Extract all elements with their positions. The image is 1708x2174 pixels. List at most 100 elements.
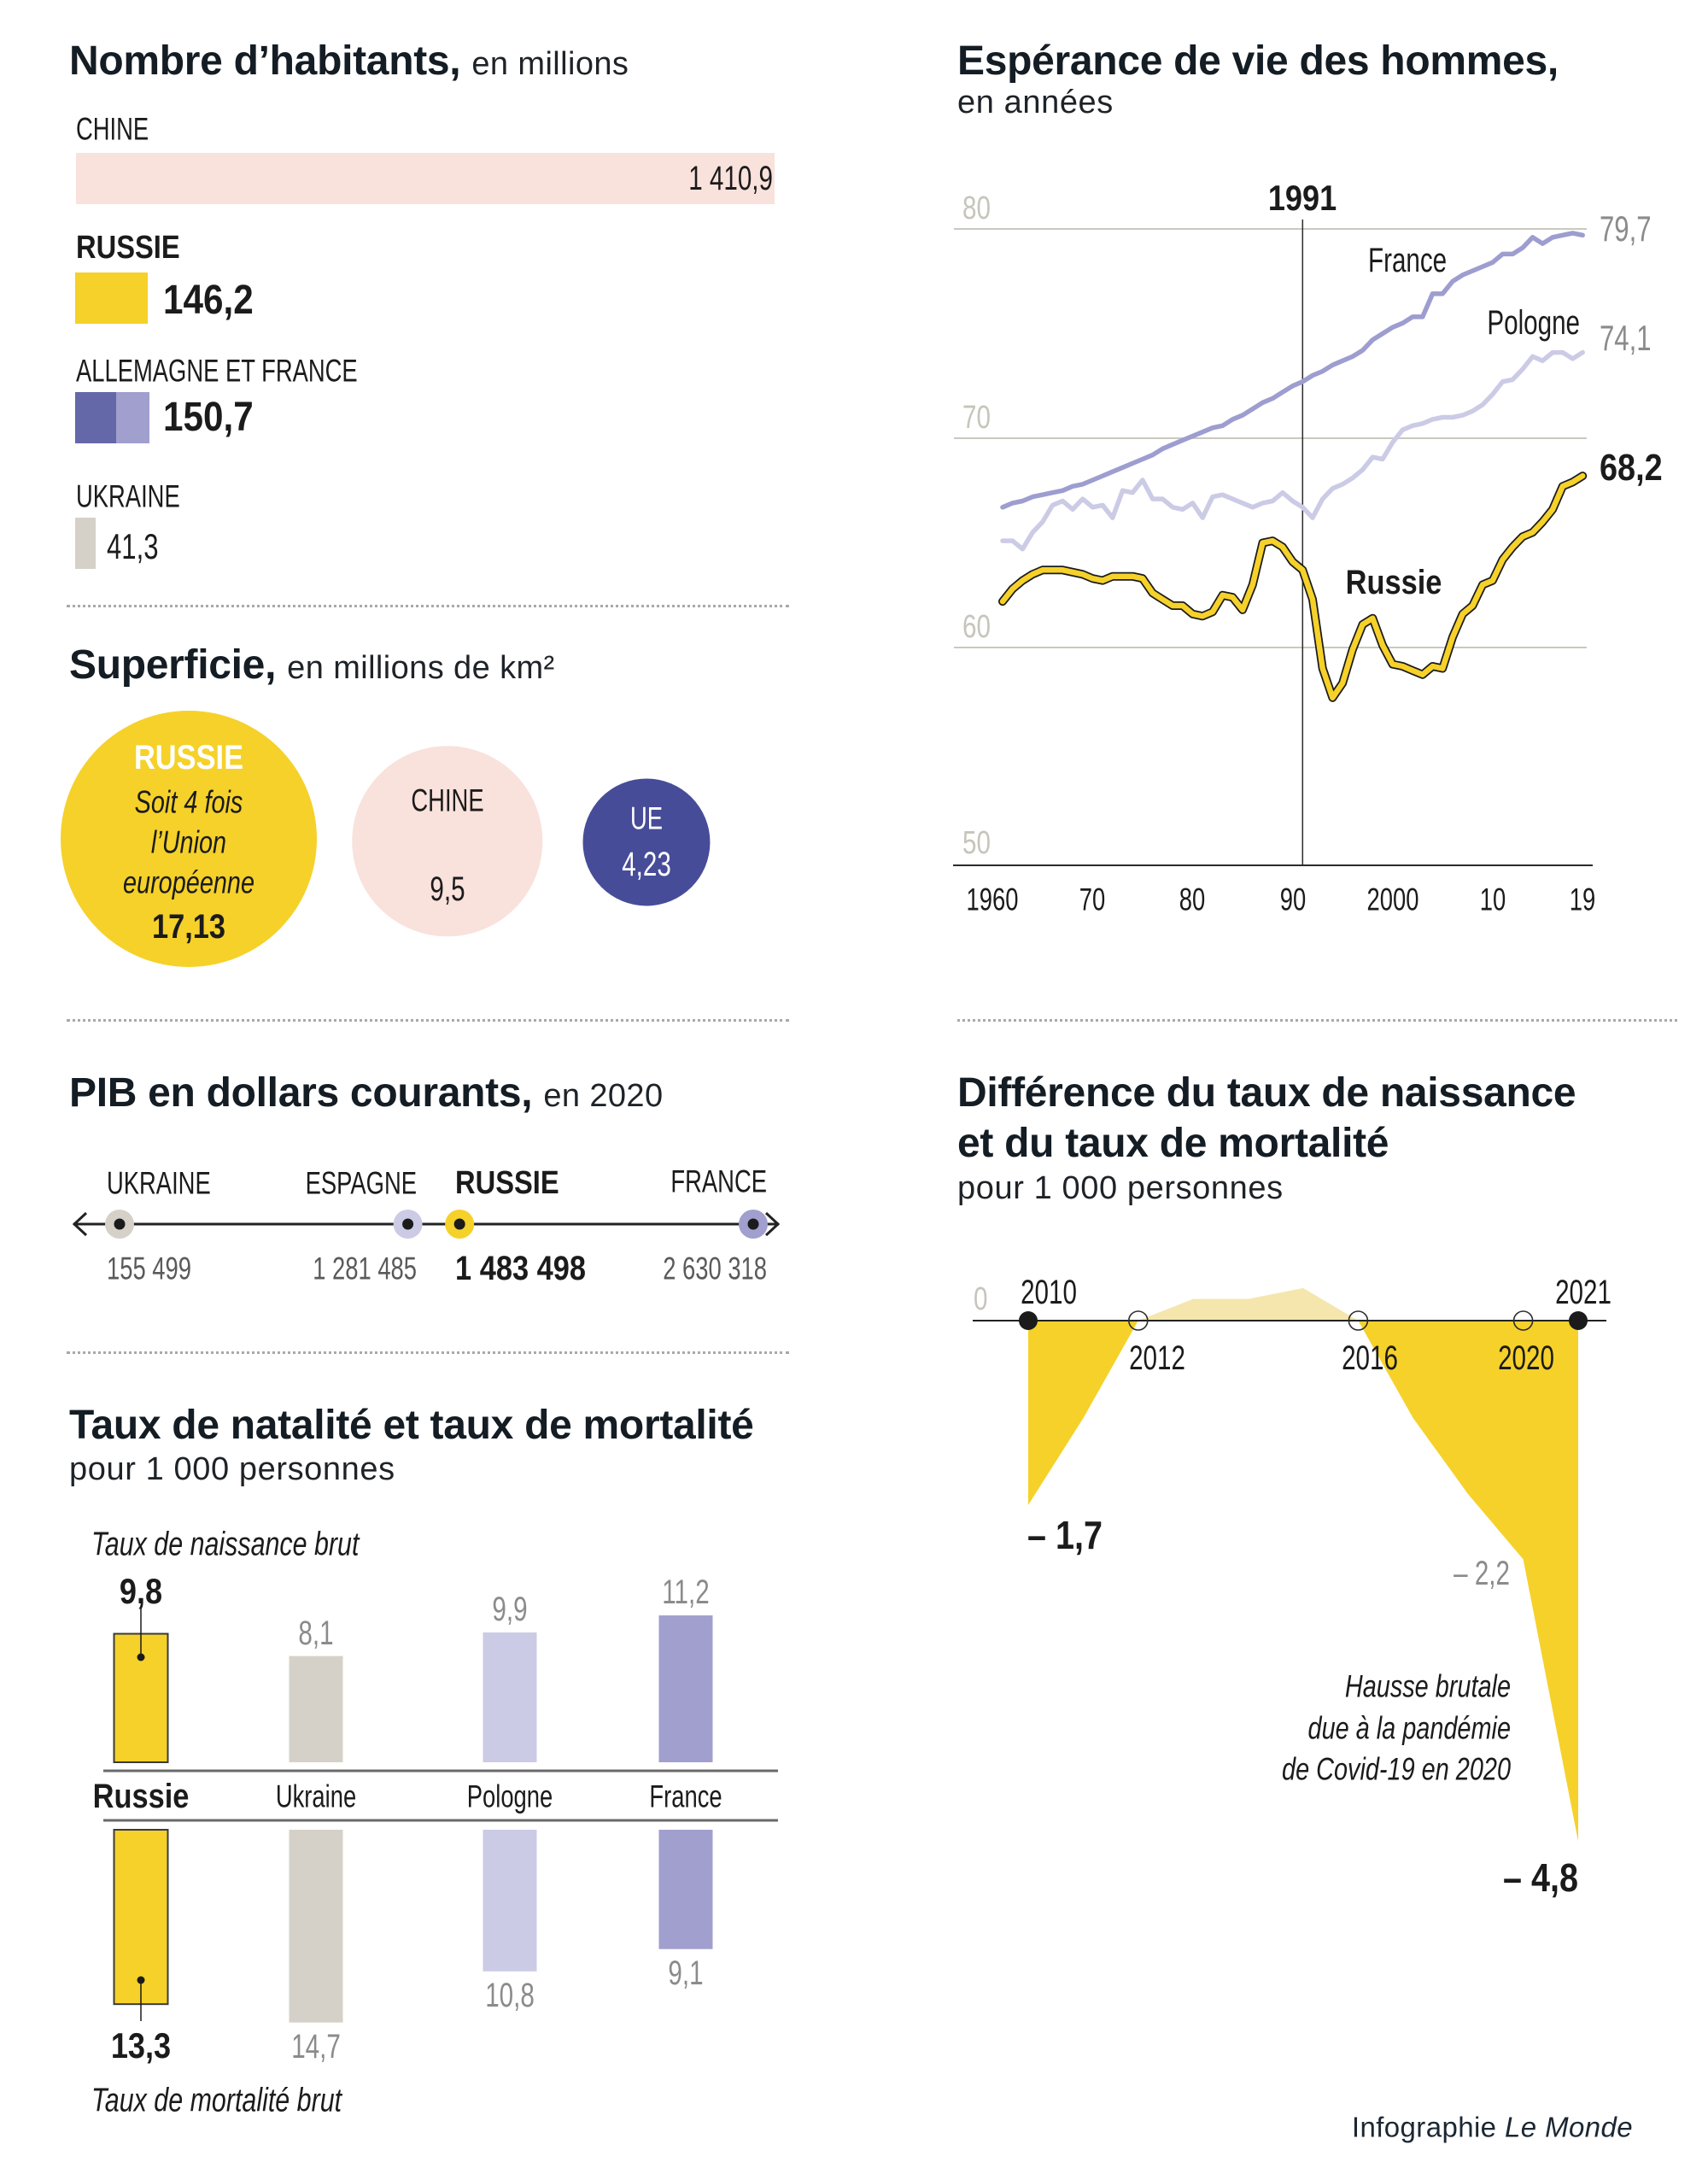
birth-value-label-france: 11,2 [662,1573,710,1612]
year-marker-2020 [1512,1310,1534,1331]
death-value-label-ukraine: 14,7 [291,2027,341,2066]
series-line-france [1000,231,1585,510]
y-tick-label-70: 70 [962,400,991,436]
y-tick-label-50: 50 [962,825,991,861]
series-line-russie [999,472,1586,701]
negative-area [1028,1321,1578,1842]
population-value-russie: 146,2 [163,278,254,323]
gdp-value-russie: 1 483 498 [455,1250,587,1287]
population-label-allemagne-france: ALLEMAGNE ET FRANCE [76,353,358,389]
rates-subtitle: pour 1 000 personnes [69,1451,395,1487]
series-label-russie: Russie [1345,564,1442,601]
x-tick-label: 2000 [1366,882,1419,917]
x-tick-label: 90 [1279,882,1306,917]
population-value-chine: 1 410,9 [688,160,773,197]
series-line-pologne [1000,349,1585,552]
area-value-chine: 9,5 [430,870,465,908]
population-label-ukraine: UKRAINE [76,478,180,514]
country-label-ukraine: Ukraine [275,1778,357,1814]
covid-annotation-line: Hausse brutale [1344,1668,1511,1704]
area-value-ue: 4,23 [622,846,671,883]
population-title-main: Nombre d’habitants, [69,38,461,84]
population-bar-ukraine [75,518,96,569]
year-marker-2012 [1128,1310,1149,1331]
year-marker-2016 [1348,1310,1369,1331]
value-label: – 4,8 [1503,1855,1578,1900]
population-bar-chine [76,153,775,204]
country-label-pologne: Pologne [466,1778,553,1814]
death-value-label-russie: 13,3 [110,2025,172,2066]
y-tick-label-60: 60 [962,609,991,645]
population-label-russie: RUSSIE [76,230,180,266]
population-value-allemagne-france: 150,7 [163,395,254,440]
population-bar-france [115,392,150,443]
section-divider [957,1019,1677,1022]
section-divider [67,1019,789,1022]
year-label-2010: 2010 [1021,1274,1077,1311]
area-label-russie: RUSSIE [133,739,244,776]
gdp-value-espagne: 1 281 485 [313,1251,417,1286]
arrow-right-icon [764,1211,781,1237]
area-title-unit: en millions de km² [287,650,555,686]
gdp-label-ukraine: UKRAINE [107,1165,211,1201]
gdp-label-france: FRANCE [670,1163,767,1199]
birth-bar-pologne [483,1632,537,1762]
birth-rate-series-label: Taux de naissance brut [91,1526,360,1563]
country-label-france: France [649,1778,722,1814]
series-label-france: France [1368,242,1448,279]
gdp-title-main: PIB en dollars courants, [69,1070,533,1116]
death-value-label-france: 9,1 [668,1954,704,1992]
year-label-2012: 2012 [1128,1339,1185,1377]
positive-area [1028,1287,1578,1321]
value-label: – 2,2 [1453,1555,1510,1593]
death-bar-ukraine [289,1830,343,2023]
population-label-chine: CHINE [76,111,149,147]
birth-value-label-pologne: 9,9 [492,1591,528,1629]
population-bar-russie [75,272,148,324]
y-tick-label-80: 80 [962,190,991,226]
gdp-dot-center [402,1218,414,1230]
area-title-main: Superficie, [69,642,277,688]
year-label-2016: 2016 [1342,1339,1399,1377]
difference-subtitle: pour 1 000 personnes [957,1170,1284,1206]
x-tick-label: 80 [1179,882,1206,917]
covid-annotation-line: due à la pandémie [1307,1710,1511,1745]
population-value-ukraine: 41,3 [107,526,159,566]
birth-bar-france [658,1615,713,1762]
value-label: – 1,7 [1027,1512,1103,1557]
death-bar-pologne [483,1830,537,1972]
death-rate-series-label: Taux de mortalité brut [91,2082,342,2119]
area-annotation-line: Soit 4 fois [134,784,243,820]
gdp-value-france: 2 630 318 [663,1251,767,1286]
x-tick-label: 10 [1479,882,1506,917]
death-bar-russie [113,1829,169,2006]
gdp-dot-center [114,1218,126,1230]
x-tick-label: 70 [1079,882,1106,917]
gdp-label-russie: RUSSIE [455,1165,559,1201]
population-bar-allemagne [75,392,116,443]
arrow-left-icon [72,1211,88,1237]
section-divider [67,605,789,607]
zero-label: 0 [974,1281,988,1317]
area-label-chine: CHINE [411,782,484,818]
population-title-unit: en millions [471,46,629,82]
section-divider [67,1351,789,1354]
birth-value-label-russie: 9,8 [119,1571,163,1611]
death-bar-france [658,1830,713,1949]
series-label-pologne: Pologne [1487,304,1580,342]
death-value-label-pologne: 10,8 [485,1976,535,2014]
end-label-russie: 68,2 [1600,447,1663,489]
gdp-dot-center [747,1218,759,1230]
birth-bar-ukraine [289,1655,343,1762]
annotation-label-1991: 1991 [1268,178,1337,218]
area-label-ue: UE [629,800,664,836]
difference-title-line-2: et du taux de mortalité [957,1121,1389,1166]
covid-annotation-line: de Covid-19 en 2020 [1282,1751,1511,1787]
population-title: Nombre d’habitants, en millions [69,41,629,82]
area-bubble-russie [61,711,317,967]
gdp-title: PIB en dollars courants, en 2020 [69,1073,664,1114]
life-expectancy-title: Espérance de vie des hommes, [957,38,1559,84]
credit-brand: Le Monde [1505,2111,1633,2143]
